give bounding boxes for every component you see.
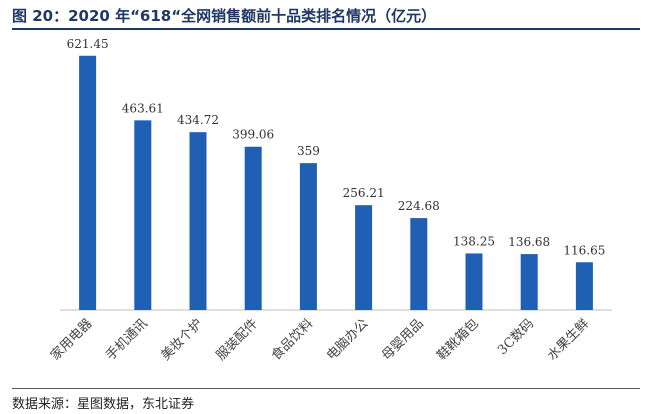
bar-chart: 621.45 家用电器 463.61 手机通讯 434.72 美妆个护 399.06 服装配件… bbox=[47, 37, 612, 364]
data-label: 399.06 bbox=[232, 128, 274, 142]
bar bbox=[189, 132, 207, 310]
bar bbox=[244, 146, 262, 310]
bar bbox=[410, 218, 428, 310]
bar bbox=[299, 163, 317, 310]
bottom-rule bbox=[12, 388, 640, 389]
bar bbox=[355, 205, 373, 310]
category-label: 水果生鲜 bbox=[545, 316, 592, 363]
bar bbox=[134, 120, 152, 310]
bar bbox=[520, 254, 538, 310]
data-label: 621.45 bbox=[67, 37, 109, 51]
category-label: 母婴用品 bbox=[379, 316, 426, 363]
source-note: 数据来源：星图数据，东北证券 bbox=[12, 397, 195, 412]
category-label: 鞋靴箱包 bbox=[434, 316, 482, 364]
category-label: 食品饮料 bbox=[268, 316, 316, 364]
data-label: 434.72 bbox=[177, 113, 219, 127]
data-label: 463.61 bbox=[122, 101, 164, 115]
bar bbox=[79, 55, 97, 311]
data-label: 359 bbox=[297, 144, 320, 158]
category-label: 服装配件 bbox=[214, 316, 261, 363]
category-label: 美妆个护 bbox=[158, 316, 205, 363]
bar bbox=[575, 262, 593, 310]
plot-area: 621.45 家用电器 463.61 手机通讯 434.72 美妆个护 399.06 服装配件… bbox=[47, 37, 612, 364]
figure-title: 图 20：2020 年“618“全网销售额前十品类排名情况（亿元） bbox=[12, 7, 437, 25]
category-label: 家用电器 bbox=[47, 316, 95, 364]
category-label: 3C数码 bbox=[495, 316, 537, 358]
data-label: 138.25 bbox=[453, 234, 495, 248]
category-label: 电脑办公 bbox=[324, 316, 371, 363]
data-label: 136.68 bbox=[508, 235, 550, 249]
data-label: 224.68 bbox=[398, 199, 440, 213]
data-label: 256.21 bbox=[343, 186, 385, 200]
bar bbox=[465, 253, 483, 310]
data-label: 116.65 bbox=[563, 243, 605, 257]
category-label: 手机通讯 bbox=[103, 316, 150, 363]
title-bar: 图 20：2020 年“618“全网销售额前十品类排名情况（亿元） bbox=[12, 0, 640, 30]
